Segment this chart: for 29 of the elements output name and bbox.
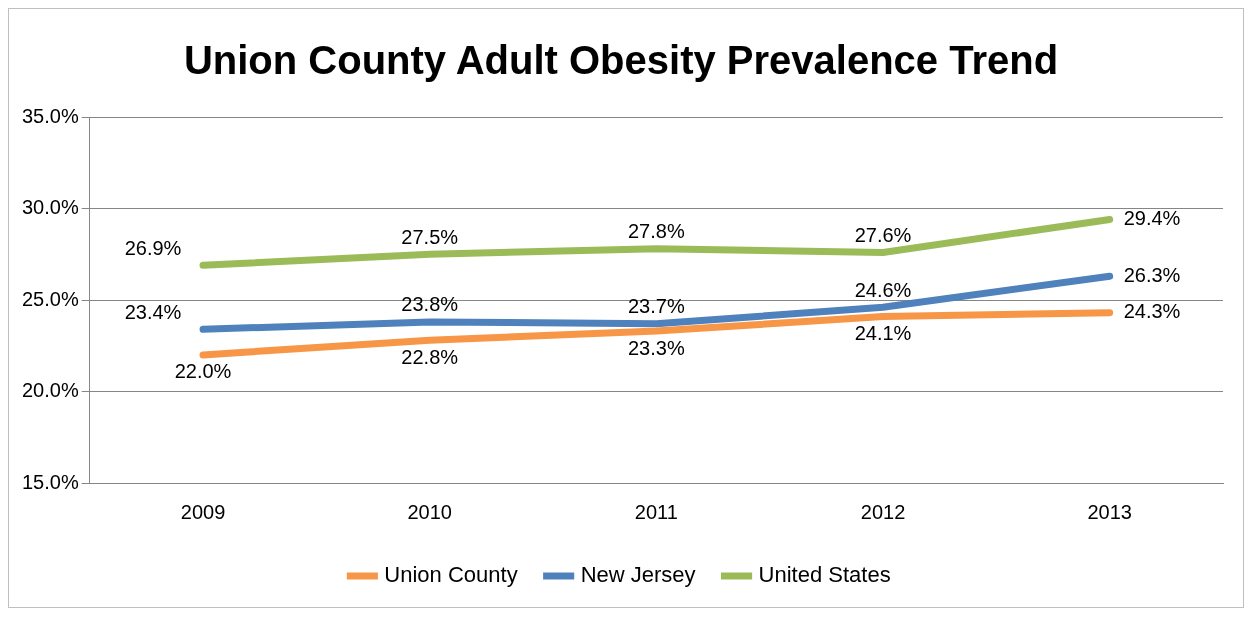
data-label: 27.8%: [628, 220, 685, 243]
x-tick-label: 2010: [407, 500, 452, 523]
data-label: 27.6%: [854, 223, 912, 246]
y-tick-label: 15.0%: [21, 470, 79, 493]
legend-label: Union County: [384, 562, 518, 588]
data-label: 23.7%: [628, 295, 685, 318]
y-tick-label: 30.0%: [21, 196, 79, 219]
legend-label: New Jersey: [580, 562, 696, 588]
legend-label: United States: [758, 562, 891, 588]
chart-title: Union County Adult Obesity Prevalence Trend: [183, 38, 1059, 83]
x-tick-label: 2011: [634, 500, 678, 523]
y-tick-label: 20.0%: [21, 379, 79, 402]
data-label: 24.1%: [854, 321, 912, 344]
data-label: 23.3%: [628, 336, 685, 359]
data-label: 23.8%: [401, 293, 459, 316]
y-tick-label: 25.0%: [21, 287, 79, 310]
data-label: 24.3%: [1123, 300, 1181, 323]
x-tick-label: 2013: [1087, 500, 1132, 523]
data-label: 23.4%: [124, 300, 182, 323]
data-label: 26.3%: [1123, 263, 1181, 286]
data-label: 22.8%: [401, 345, 459, 368]
data-label: 24.6%: [854, 278, 912, 301]
y-tick-label: 35.0%: [21, 104, 79, 127]
data-label: 26.9%: [124, 236, 182, 259]
x-tick-label: 2009: [180, 500, 226, 523]
x-tick-label: 2012: [860, 500, 906, 523]
data-label: 29.4%: [1123, 207, 1181, 229]
data-label: 27.5%: [401, 225, 459, 248]
data-label: 22.0%: [174, 360, 232, 383]
